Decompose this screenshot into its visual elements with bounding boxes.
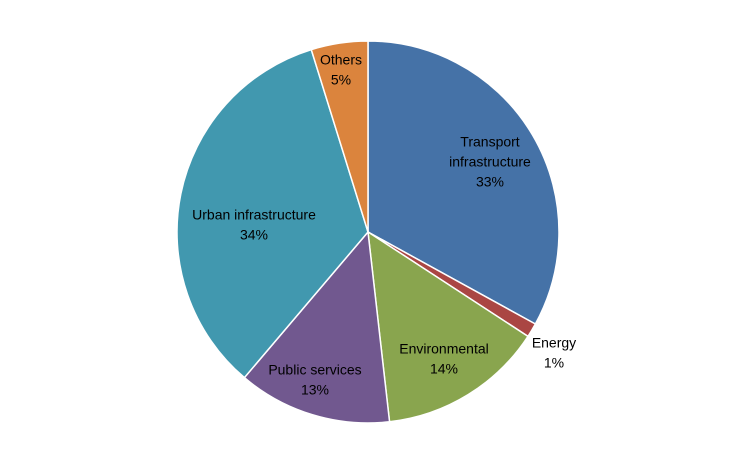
slice-name-label: Energy bbox=[532, 335, 576, 351]
slice-label-transport-infrastructure: Transport infrastructure 33% bbox=[449, 134, 531, 190]
slice-name-label: Public services bbox=[268, 362, 361, 378]
slice-percent-label: 5% bbox=[331, 72, 351, 88]
slice-percent-label: 1% bbox=[544, 355, 564, 371]
pie-slice-environmental bbox=[367, 230, 530, 423]
slice-name-label: Urban infrastructure bbox=[192, 207, 316, 223]
slice-percent-label: 14% bbox=[430, 361, 458, 377]
slice-name-label: infrastructure bbox=[449, 154, 531, 170]
slice-percent-label: 33% bbox=[476, 174, 504, 190]
slice-percent-label: 13% bbox=[301, 382, 329, 398]
pie-labels: Transport infrastructure 33% Energy 1% Enviro… bbox=[192, 52, 576, 398]
slice-name-label: Others bbox=[320, 52, 362, 68]
pie-slices bbox=[176, 40, 560, 424]
pie-slice-others bbox=[310, 40, 369, 233]
slice-name-label: Transport bbox=[460, 134, 520, 150]
slice-label-environmental: Environmental 14% bbox=[399, 341, 489, 377]
slice-label-public-services: Public services 13% bbox=[268, 362, 361, 398]
pie-slice-public-services bbox=[243, 230, 391, 424]
slice-label-urban-infrastructure: Urban infrastructure 34% bbox=[192, 207, 316, 243]
slice-label-energy: Energy 1% bbox=[532, 335, 576, 371]
pie-slice-urban-infrastructure bbox=[176, 48, 369, 379]
slice-name-label: Environmental bbox=[399, 341, 489, 357]
slice-percent-label: 34% bbox=[240, 227, 268, 243]
pie-slice-transport-infrastructure bbox=[367, 40, 560, 326]
slice-label-others: Others 5% bbox=[320, 52, 362, 88]
